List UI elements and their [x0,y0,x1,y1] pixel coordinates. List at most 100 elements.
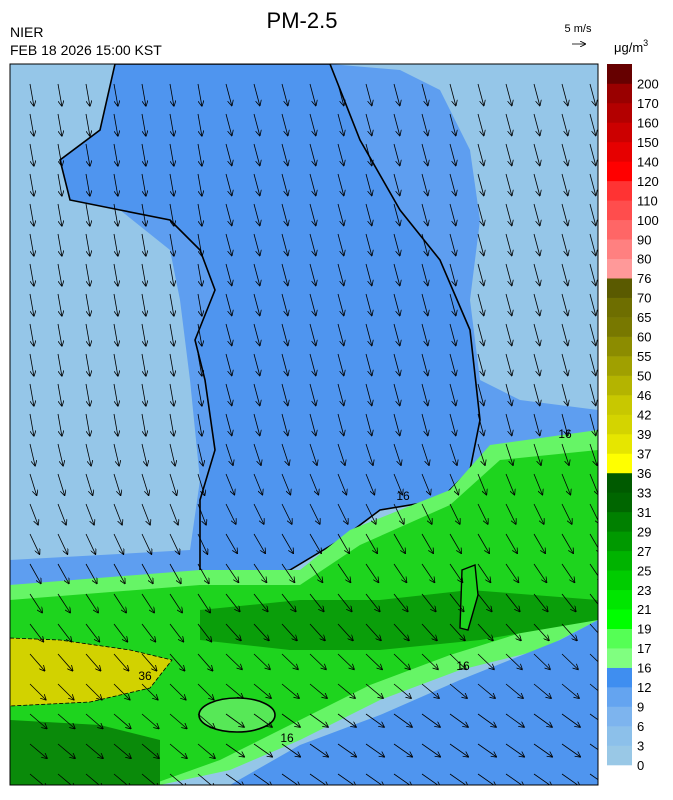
wind-arrow [337,293,344,315]
wind-arrow [253,83,260,105]
colorbar-label: 90 [637,232,651,247]
colorbar-label: 50 [637,369,651,384]
wind-arrow [29,743,47,758]
colorbar-bin [607,180,632,201]
wind-arrow [337,473,346,494]
wind-arrow [477,473,486,494]
wind-arrow [29,653,44,671]
wind-arrow [337,173,344,195]
wind-arrow [533,233,540,255]
wind-arrow [309,533,321,553]
wind-arrow [225,563,238,582]
wind-arrow [477,293,484,315]
wind-arrow [533,293,540,315]
wind-arrow [449,653,466,669]
wind-arrow [365,233,372,255]
wind-arrow [281,683,299,698]
wind-arrow [197,233,202,256]
wind-arrow [57,173,62,196]
wind-arrow [85,263,90,286]
wind-arrow [421,233,428,255]
wind-arrow [421,413,428,435]
wind-arrow [281,443,289,465]
wind-arrow [141,353,146,376]
wind-arrow [505,623,521,640]
wind-arrow [365,323,372,345]
colorbar-label: 12 [637,680,651,695]
wind-arrow [113,263,118,286]
wind-arrow [337,653,354,669]
wind-arrow [29,263,34,286]
contour-label: 16 [558,427,572,441]
wind-arrow [477,563,490,582]
wind-arrow [113,143,118,166]
wind-arrow [253,323,260,345]
wind-arrow [449,743,468,757]
wind-arrow [197,593,210,612]
wind-arrow [337,593,352,611]
wind-arrow [393,533,405,553]
wind-arrow [281,593,296,611]
wind-arrow [197,83,202,106]
colorbar-label: 42 [637,408,651,423]
wind-arrow [141,533,151,554]
wind-arrow [561,533,573,553]
wind-arrow [253,473,262,494]
wind-arrow [505,713,524,727]
wind-arrow [29,683,46,700]
wind-arrow [197,623,211,642]
wind-arrow [337,503,348,524]
wind-arrow [309,173,316,195]
wind-arrow [589,323,596,345]
wind-arrow [421,533,433,553]
wind-arrow [449,113,456,135]
wind-arrow [113,293,118,316]
wind-arrow [365,533,377,553]
wind-arrow [57,353,62,376]
wind-arrow [561,713,580,727]
wind-arrow [169,293,174,316]
pm-zone-dark-green-sw [10,720,160,785]
wind-arrow [421,623,437,640]
title: PM-2.5 [267,8,338,33]
wind-arrow [169,443,175,465]
wind-arrow [169,743,187,758]
wind-arrow [561,293,568,315]
colorbar-label: 6 [637,719,644,734]
wind-arrow [533,623,549,640]
wind-arrow [477,203,484,225]
wind-arrow [197,533,207,554]
wind-arrow [281,623,297,640]
wind-scale-label: 5 m/s [565,23,592,35]
wind-arrow [589,593,598,605]
wind-arrow [197,353,202,376]
wind-arrow [533,263,540,285]
wind-arrow [365,173,372,195]
wind-arrow [421,683,439,698]
colorbar-bin [607,453,632,474]
wind-arrow [197,743,215,758]
wind-arrow [197,173,202,196]
wind-arrow [253,143,260,165]
wind-arrow [477,143,484,165]
wind-arrow [169,563,181,583]
wind-arrow [393,353,400,375]
wind-arrow [141,563,153,583]
wind-arrow [113,383,118,406]
wind-arrow [29,713,47,728]
wind-arrow [421,743,440,757]
wind-arrow [337,563,350,582]
wind-arrow [57,773,75,785]
wind-arrow [533,113,540,135]
wind-arrow [477,503,488,524]
wind-arrow [505,83,512,105]
colorbar-label: 36 [637,466,651,481]
colorbar-bin [607,395,632,415]
wind-arrow [141,83,146,106]
wind-arrow [505,743,524,757]
wind-arrow [85,773,103,785]
wind-arrow [85,683,102,700]
wind-arrow [477,353,484,375]
wind-arrow [197,203,202,226]
colorbar-bin [607,336,632,357]
